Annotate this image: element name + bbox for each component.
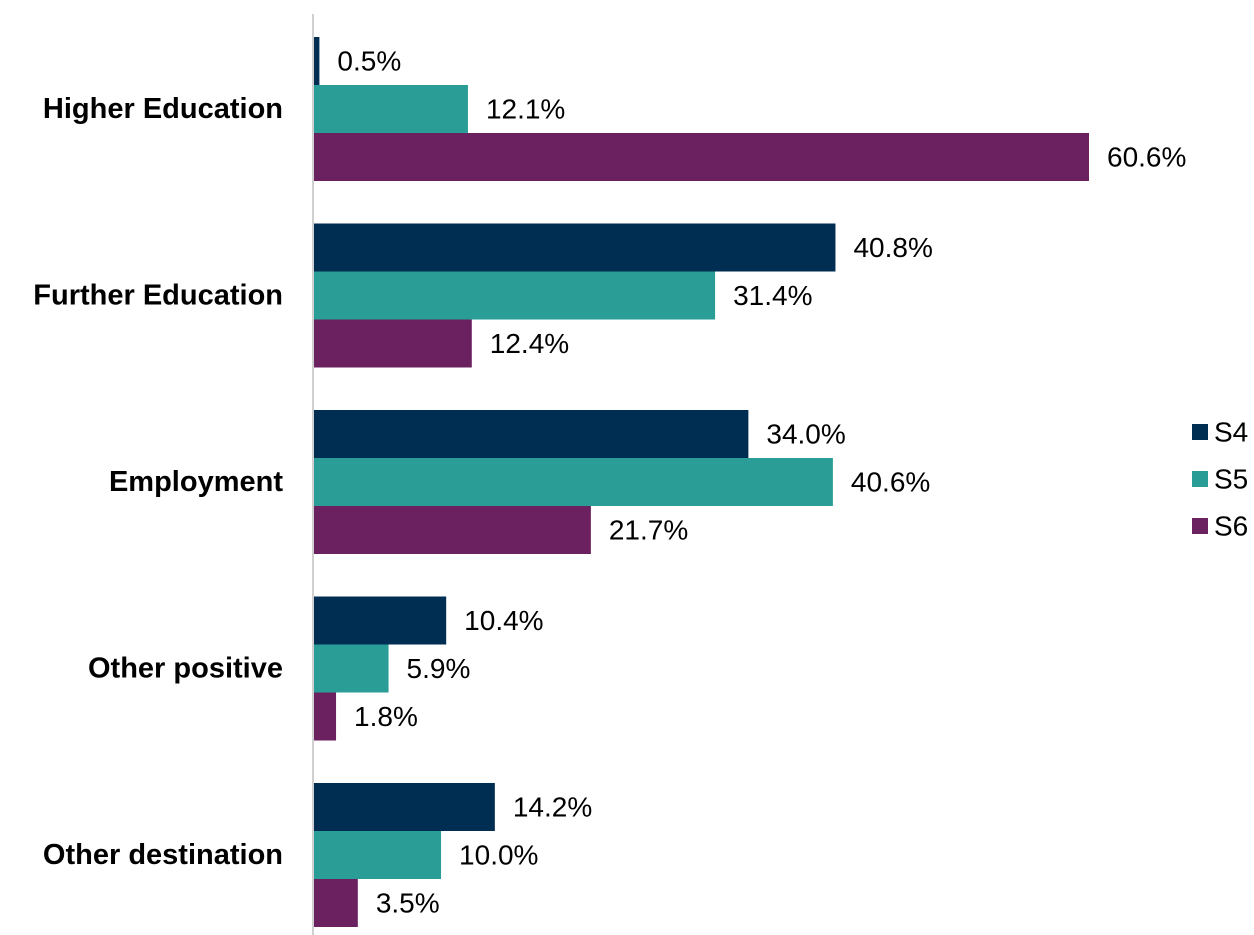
data-label-employment-s6: 21.7%: [609, 515, 688, 546]
data-label-further-education-s6: 12.4%: [490, 328, 569, 359]
bar-further-education-s6: [313, 319, 472, 368]
data-label-other-destination-s4: 14.2%: [513, 792, 592, 823]
category-label-other-positive: Other positive: [88, 653, 283, 685]
data-label-other-destination-s5: 10.0%: [459, 840, 538, 871]
bar-other-destination-s5: [313, 831, 442, 879]
data-label-higher-education-s5: 12.1%: [486, 94, 565, 125]
legend-label-s4: S4: [1214, 417, 1248, 448]
data-label-employment-s5: 40.6%: [851, 467, 930, 498]
bar-further-education-s5: [313, 271, 716, 320]
bar-employment-s5: [313, 458, 833, 506]
legend-swatch-s5: [1192, 471, 1208, 487]
bar-higher-education-s6: [313, 133, 1089, 181]
data-label-higher-education-s6: 60.6%: [1107, 142, 1186, 173]
bar-other-destination-s6: [313, 879, 358, 927]
legend-swatch-s4: [1192, 424, 1208, 440]
legend-label-s5: S5: [1214, 464, 1248, 495]
bar-higher-education-s4: [313, 37, 320, 85]
data-label-other-destination-s6: 3.5%: [376, 888, 440, 919]
bar-other-destination-s4: [313, 783, 495, 831]
bar-further-education-s4: [313, 223, 836, 272]
data-label-further-education-s5: 31.4%: [733, 280, 812, 311]
category-label-further-education: Further Education: [33, 280, 283, 312]
category-label-employment: Employment: [109, 466, 283, 498]
data-label-employment-s4: 34.0%: [766, 419, 845, 450]
data-label-other-positive-s6: 1.8%: [354, 701, 418, 732]
bar-higher-education-s5: [313, 85, 468, 133]
data-label-higher-education-s4: 0.5%: [337, 46, 401, 77]
bar-other-positive-s5: [313, 644, 389, 693]
legend: S4 S5 S6: [1192, 417, 1248, 542]
legend-label-s6: S6: [1214, 511, 1248, 542]
bar-employment-s4: [313, 410, 749, 458]
legend-swatch-s6: [1192, 518, 1208, 534]
data-label-other-positive-s5: 5.9%: [407, 653, 471, 684]
bar-other-positive-s4: [313, 596, 447, 645]
data-label-other-positive-s4: 10.4%: [464, 605, 543, 636]
bar-other-positive-s6: [313, 692, 337, 741]
data-label-further-education-s4: 40.8%: [853, 232, 932, 263]
labels-layer: Higher Education 0.5% 12.1% 60.6% Further Ed…: [33, 46, 1186, 919]
category-label-higher-education: Higher Education: [43, 93, 283, 125]
bar-employment-s6: [313, 506, 591, 554]
category-label-other-destination: Other destination: [43, 839, 283, 871]
bars-layer: [313, 37, 1089, 927]
